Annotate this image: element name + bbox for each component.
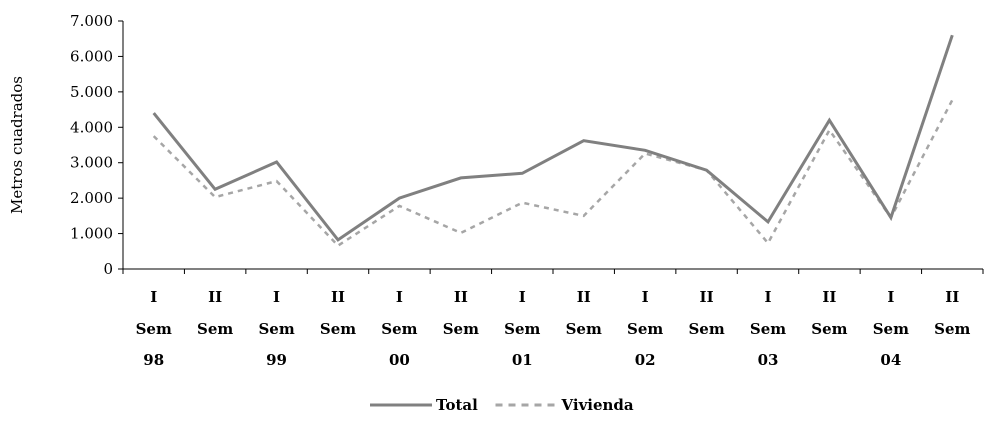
x-tick-label: I [519, 288, 526, 306]
x-tick-label: Sem [504, 320, 540, 338]
x-tick-label: II [577, 288, 591, 306]
x-tick-label: I [642, 288, 649, 306]
x-tick-label: Sem [320, 320, 356, 338]
x-tick-label: I [150, 288, 157, 306]
x-tick-label: Sem [688, 320, 724, 338]
x-tick-label: 98 [143, 351, 164, 369]
x-tick-label: Sem [750, 320, 786, 338]
x-tick-label: I [396, 288, 403, 306]
x-tick-label: I [887, 288, 894, 306]
series-layer [152, 34, 954, 248]
x-tick-label: Sem [811, 320, 847, 338]
series-line-total [152, 34, 954, 242]
legend-label-vivienda: Vivienda [561, 396, 634, 414]
x-tick-label: 02 [635, 351, 656, 369]
y-tick-label: 3.000 [70, 154, 113, 172]
x-tick-label: Sem [258, 320, 294, 338]
x-tick-label: 03 [758, 351, 779, 369]
x-tick-label: II [454, 288, 468, 306]
x-tick-label: 04 [880, 351, 901, 369]
x-tick-label: II [208, 288, 222, 306]
y-tick-label: 1.000 [70, 225, 113, 243]
x-tick-label: Sem [443, 320, 479, 338]
x-axis: ISem98IISemISem99IISemISem00IISemISem01I… [122, 268, 984, 369]
x-tick-label: II [945, 288, 959, 306]
y-tick-label: 5.000 [70, 83, 113, 101]
y-tick-label: 6.000 [70, 47, 113, 65]
x-tick-label: I [764, 288, 771, 306]
series-line-vivienda [152, 99, 954, 248]
x-tick-label: 00 [389, 351, 410, 369]
x-tick-label: II [331, 288, 345, 306]
x-tick-label: Sem [934, 320, 970, 338]
legend-label-total: Total [436, 396, 478, 414]
x-tick-label: I [273, 288, 280, 306]
x-tick-label: II [822, 288, 836, 306]
x-tick-label: 01 [512, 351, 533, 369]
y-axis: 0 1.000 2.000 3.000 4.000 5.000 6.000 7.000 [70, 12, 124, 278]
y-axis-label: Metros cuadrados [8, 76, 26, 214]
y-tick-label: 2.000 [70, 189, 113, 207]
x-tick-label: Sem [197, 320, 233, 338]
x-tick-label: Sem [566, 320, 602, 338]
x-tick-label: Sem [627, 320, 663, 338]
x-tick-label: Sem [381, 320, 417, 338]
legend: Total Vivienda [370, 396, 634, 414]
x-tick-label: 99 [266, 351, 287, 369]
y-tick-label: 0 [103, 260, 113, 278]
y-tick-label: 7.000 [70, 12, 113, 30]
x-tick-label: Sem [136, 320, 172, 338]
x-tick-label: II [700, 288, 714, 306]
y-tick-label: 4.000 [70, 118, 113, 136]
x-tick-label: Sem [873, 320, 909, 338]
